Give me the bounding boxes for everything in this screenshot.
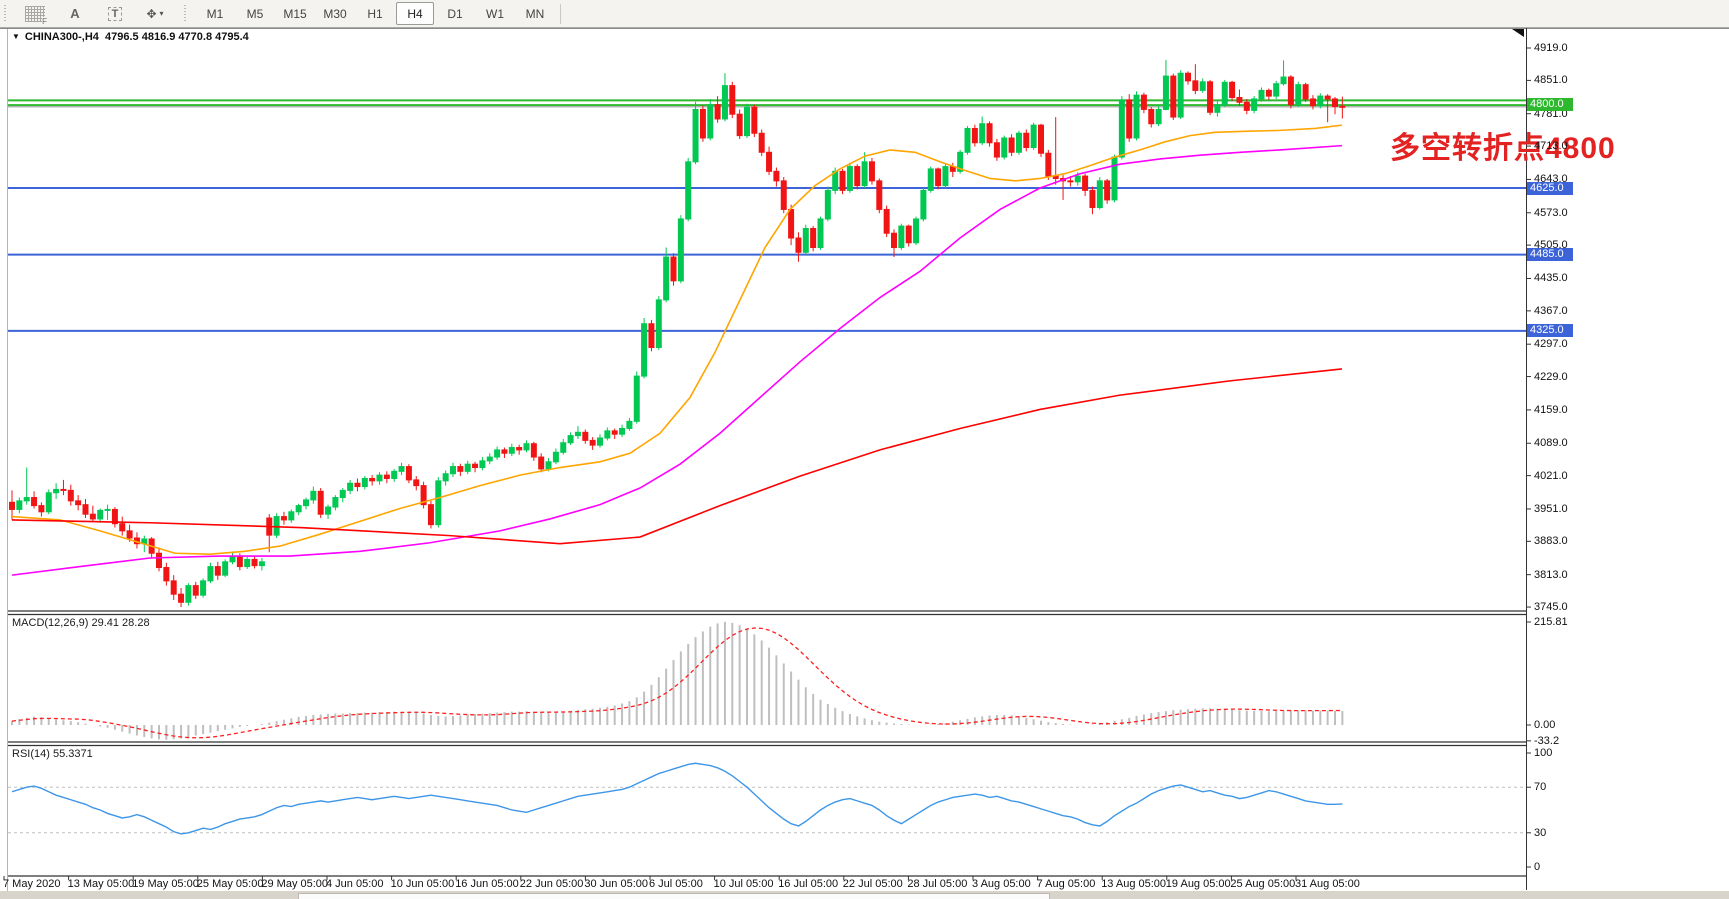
- price-axis-label: 3745.0: [1534, 601, 1568, 614]
- price-level-tag: 4625.0: [1527, 181, 1573, 195]
- grid-icon-button[interactable]: F: [16, 2, 54, 26]
- time-axis-label: 22 Jul 05:00: [842, 878, 903, 890]
- time-axis-label: 6 Jul 05:00: [649, 878, 703, 890]
- rsi-indicator-label: RSI(14) 55.3371: [12, 748, 93, 760]
- macd-axis-label: 0.00: [1534, 719, 1556, 731]
- text-label-button[interactable]: A: [56, 2, 94, 25]
- price-axis-label: 4229.0: [1534, 370, 1568, 383]
- timeframe-group: M1 M5 M15 M30 H1 H4 D1 W1 MN: [195, 2, 555, 25]
- time-axis-label: 7 Aug 05:00: [1036, 878, 1096, 890]
- time-axis-label: 13 Aug 05:00: [1101, 878, 1167, 890]
- time-axis-label: 29 May 05:00: [261, 878, 329, 890]
- time-axis-label: 25 Aug 05:00: [1230, 878, 1296, 890]
- time-axis-label: 22 Jun 05:00: [519, 878, 584, 890]
- price-annotation: 多空转折点4800: [1390, 132, 1616, 165]
- price-level-tag: 4485.0: [1527, 248, 1573, 262]
- macd-axis-label: -33.2: [1534, 734, 1560, 747]
- price-axis-label: 4851.0: [1534, 74, 1568, 87]
- time-axis-label: 4 Jun 05:00: [326, 878, 384, 890]
- letter-a-icon: A: [70, 6, 80, 21]
- price-axis-label: 4367.0: [1534, 304, 1568, 317]
- rsi-axis-label: 70: [1534, 781, 1547, 794]
- time-axis-label: 28 Jul 05:00: [907, 878, 968, 890]
- toolbar: F A T ✥ ▾ M1 M5 M15 M30 H1 H4 D1 W1 MN: [0, 0, 1729, 28]
- price-level-tag: 4325.0: [1527, 324, 1573, 338]
- rsi-axis-label: 100: [1534, 747, 1553, 759]
- price-axis-label: 4573.0: [1534, 206, 1568, 219]
- macd-axis-label: 215.81: [1534, 615, 1568, 628]
- price-axis-label: 4713.0: [1534, 140, 1568, 153]
- price-axis-label: 4297.0: [1534, 338, 1568, 351]
- price-axis-label: 4435.0: [1534, 272, 1568, 285]
- time-axis-label: 13 May 05:00: [67, 878, 135, 890]
- time-axis-label: 25 May 05:00: [196, 878, 264, 890]
- time-axis-label: 30 Jun 05:00: [584, 878, 649, 890]
- toolbar-drag-handle[interactable]: [183, 4, 191, 23]
- price-axis-label: 3951.0: [1534, 502, 1568, 515]
- tf-button-m15[interactable]: M15: [283, 6, 307, 21]
- grid-icon: F: [25, 5, 47, 26]
- rsi-axis-label: 30: [1534, 826, 1547, 839]
- time-axis-label: 10 Jun 05:00: [390, 878, 455, 890]
- chevron-down-icon: ▼: [12, 32, 20, 41]
- toolbar-drag-handle[interactable]: [3, 4, 11, 23]
- price-axis-label: 3883.0: [1534, 535, 1568, 548]
- toolbar-separator: [560, 3, 561, 24]
- cursor-tool-icon: ✥: [146, 6, 157, 21]
- time-axis-label: 3 Aug 05:00: [972, 878, 1031, 890]
- rsi-axis-label: 0: [1534, 861, 1541, 873]
- time-axis-label: 10 Jul 05:00: [713, 878, 774, 890]
- price-level-tag: 4800.0: [1527, 98, 1573, 112]
- bottom-strip-inset: [298, 893, 1050, 899]
- tf-button-w1[interactable]: W1: [486, 6, 504, 21]
- macd-indicator-label: MACD(12,26,9) 29.41 28.28: [12, 617, 150, 629]
- tf-button-h1[interactable]: H1: [367, 6, 383, 21]
- price-axis-label: 3813.0: [1534, 568, 1568, 581]
- tf-button-h4[interactable]: H4: [396, 2, 434, 25]
- tf-button-m1[interactable]: M1: [206, 6, 224, 21]
- time-axis-label: 16 Jul 05:00: [778, 878, 839, 890]
- time-axis-label: 19 Aug 05:00: [1165, 878, 1231, 890]
- time-axis-label: 7 May 2020: [3, 878, 61, 890]
- time-axis-label: 19 May 05:00: [132, 878, 199, 890]
- cursor-tool-button[interactable]: ✥ ▾: [136, 2, 174, 25]
- symbol-timeframe: CHINA300-,H4: [24, 31, 99, 43]
- price-axis-label: 4919.0: [1534, 42, 1568, 54]
- price-axis-label: 4505.0: [1534, 239, 1568, 252]
- chevron-down-icon: ▾: [159, 9, 164, 18]
- letter-t-icon: T: [107, 6, 123, 21]
- tf-button-m30[interactable]: M30: [323, 6, 347, 21]
- window-left-border: [7, 28, 8, 891]
- chart-title: ▼ CHINA300-,H4 4796.5 4816.9 4770.8 4795.…: [12, 31, 249, 43]
- price-axis-label: 4021.0: [1534, 469, 1568, 482]
- ohlc-readout: 4796.5 4816.9 4770.8 4795.4: [105, 31, 249, 43]
- tf-button-d1[interactable]: D1: [447, 6, 463, 21]
- time-axis-label: 16 Jun 05:00: [455, 878, 519, 890]
- tf-button-m5[interactable]: M5: [246, 6, 264, 21]
- tf-button-mn[interactable]: MN: [525, 6, 545, 21]
- price-axis-label: 4159.0: [1534, 403, 1568, 416]
- text-box-button[interactable]: T: [96, 2, 134, 25]
- price-axis-label: 4089.0: [1534, 437, 1568, 450]
- time-axis-label: 31 Aug 05:00: [1295, 878, 1360, 890]
